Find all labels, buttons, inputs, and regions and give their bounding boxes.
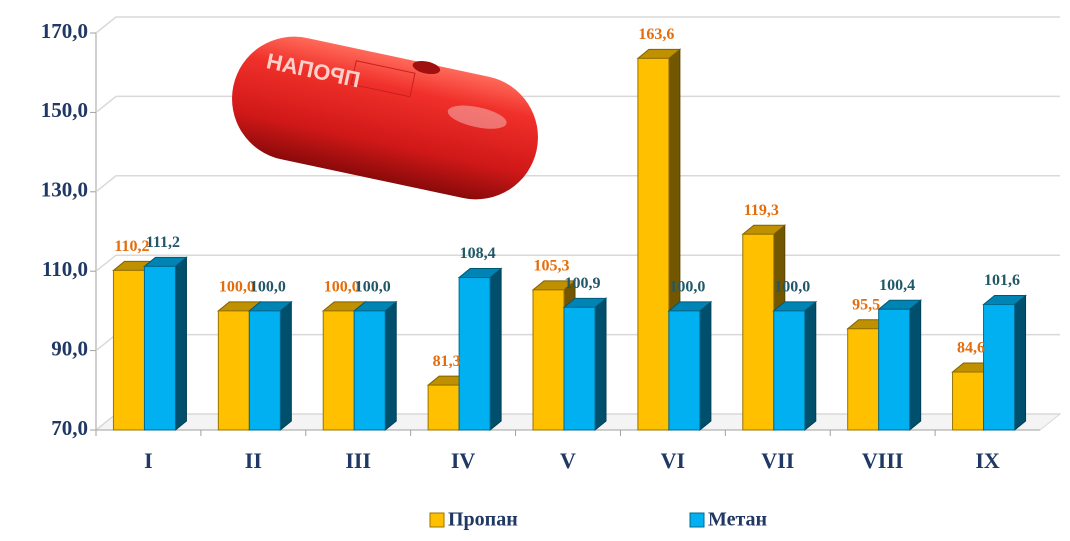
bar-front xyxy=(878,308,911,431)
y-tick-label: 70,0 xyxy=(51,416,88,440)
bar-front xyxy=(668,310,701,431)
bar xyxy=(247,300,293,432)
bar-front xyxy=(773,310,806,431)
tank-highlight xyxy=(447,105,507,129)
bar xyxy=(667,300,713,432)
bar-front xyxy=(742,233,775,431)
grid-line xyxy=(95,175,1060,193)
bar-side xyxy=(384,300,397,432)
bar xyxy=(457,267,503,432)
bar-front xyxy=(353,310,386,431)
bar-side xyxy=(594,297,607,432)
bar-front xyxy=(458,277,491,431)
value-label: 163,6 xyxy=(638,26,674,43)
value-label: 81,3 xyxy=(433,353,461,370)
x-tick-label: V xyxy=(560,448,576,473)
x-tick-label: IX xyxy=(975,448,1000,473)
x-tick-label: VIII xyxy=(862,448,904,473)
value-label: 111,2 xyxy=(146,234,180,251)
bar-front xyxy=(112,269,145,431)
y-tick-label: 130,0 xyxy=(41,178,88,202)
bar-side xyxy=(489,267,502,432)
value-label: 100,0 xyxy=(219,279,255,296)
bar xyxy=(143,256,188,432)
bar-side xyxy=(804,300,817,432)
legend-swatch xyxy=(429,512,445,528)
legend-label: Пропан xyxy=(448,509,518,531)
bar-front xyxy=(637,57,670,431)
legend-label: Метан xyxy=(708,509,767,531)
x-tick-label: VII xyxy=(761,448,794,473)
bar-side xyxy=(1014,294,1027,432)
x-tick-label: I xyxy=(144,448,153,473)
x-tick-label: IV xyxy=(451,448,476,473)
bars xyxy=(112,48,1027,432)
x-tick-label: VI xyxy=(661,448,685,473)
bar xyxy=(982,294,1027,432)
tank-plate xyxy=(350,60,416,98)
y-tick-label: 170,0 xyxy=(41,19,88,43)
value-label: 108,4 xyxy=(460,245,496,262)
grid-line xyxy=(95,95,1060,113)
bar-front xyxy=(322,310,355,431)
y-tick-label: 110,0 xyxy=(42,257,88,281)
x-tick-label: III xyxy=(345,448,371,473)
value-label: 100,0 xyxy=(669,279,705,296)
bar-front xyxy=(143,265,176,431)
legend-swatch xyxy=(689,512,705,528)
value-label: 100,0 xyxy=(324,279,360,296)
value-label: 101,6 xyxy=(984,272,1020,289)
bar xyxy=(877,299,923,432)
bar-side xyxy=(174,256,187,432)
value-label: 119,3 xyxy=(744,202,779,219)
value-label: 100,0 xyxy=(774,279,810,296)
grid-line xyxy=(95,254,1060,272)
bar-front xyxy=(217,310,250,431)
bar-front xyxy=(983,304,1016,431)
bar-front xyxy=(427,384,460,431)
x-tick-label: II xyxy=(245,448,262,473)
bar-side xyxy=(279,300,292,432)
value-label: 110,2 xyxy=(114,238,149,255)
value-label: 105,3 xyxy=(534,258,570,275)
bar xyxy=(352,300,398,432)
tank-valve xyxy=(412,60,441,75)
value-label: 100,4 xyxy=(879,277,915,294)
tank-body xyxy=(232,36,538,200)
bar-front xyxy=(532,289,565,431)
bar-front xyxy=(563,306,596,431)
value-label: 84,6 xyxy=(957,340,985,357)
bar-front xyxy=(248,310,281,431)
bar-side xyxy=(909,299,922,432)
value-label: 100,0 xyxy=(250,279,286,296)
value-label: 95,5 xyxy=(852,296,880,313)
bar-front xyxy=(952,371,985,431)
grid-line xyxy=(95,16,1060,34)
bar-side xyxy=(699,300,712,432)
bar xyxy=(562,297,608,432)
bar-front xyxy=(847,328,880,431)
value-label: 100,9 xyxy=(565,275,601,292)
y-tick-label: 90,0 xyxy=(51,336,88,360)
value-label: 100,0 xyxy=(355,279,391,296)
y-tick-label: 150,0 xyxy=(41,98,88,122)
bar xyxy=(772,300,818,432)
propane-tank-image: ПРОПАН xyxy=(232,36,538,200)
